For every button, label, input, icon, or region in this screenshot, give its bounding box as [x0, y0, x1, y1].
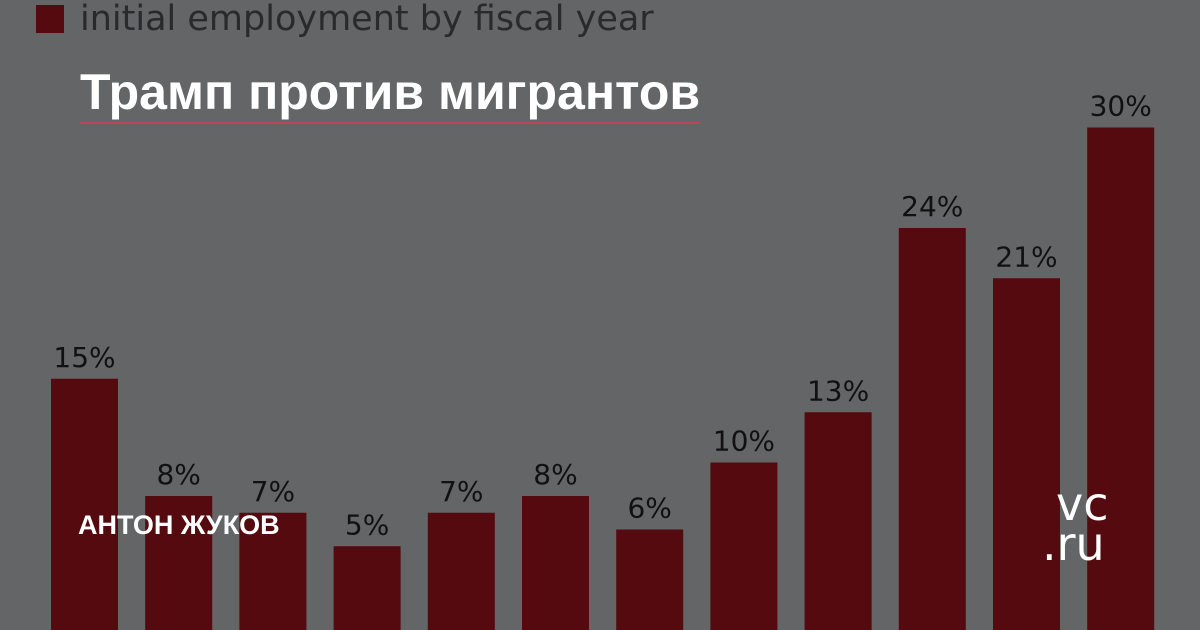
bar-value-label: 6%: [627, 492, 671, 525]
legend: initial employment by fiscal year: [36, 0, 654, 44]
bar-value-label: 8%: [156, 458, 200, 491]
bar: [427, 512, 495, 630]
bar: [710, 462, 778, 630]
bar: [239, 512, 307, 630]
legend-swatch: [36, 5, 64, 33]
headline: Трамп против мигрантов: [80, 62, 701, 124]
vc-ru-logo: vc .ru: [1042, 477, 1132, 571]
bar: [145, 496, 213, 630]
bar-value-label: 15%: [53, 341, 115, 374]
author-name: АНТОН ЖУКОВ: [78, 510, 280, 540]
bar: [1087, 127, 1155, 630]
bar: [993, 278, 1060, 630]
bar-value-label: 8%: [533, 458, 577, 491]
bar: [333, 546, 401, 630]
bar-value-label: 7%: [251, 475, 295, 508]
bar-value-label: 21%: [995, 240, 1057, 273]
bar: [616, 529, 684, 630]
bar: [804, 412, 872, 630]
bar-value-label: 7%: [439, 475, 483, 508]
legend-label: initial employment by fiscal year: [80, 0, 654, 39]
bar: [522, 496, 589, 630]
bar-value-label: 30%: [1090, 90, 1152, 123]
logo-line-2: .ru: [1042, 517, 1105, 571]
bar: [898, 228, 966, 630]
bar-value-label: 10%: [713, 425, 775, 458]
bar-value-label: 13%: [807, 374, 869, 407]
bar-value-label: 24%: [901, 190, 963, 223]
bar-value-label: 5%: [345, 508, 389, 541]
logo-line-1: vc: [1056, 477, 1109, 531]
bar: [51, 378, 118, 630]
